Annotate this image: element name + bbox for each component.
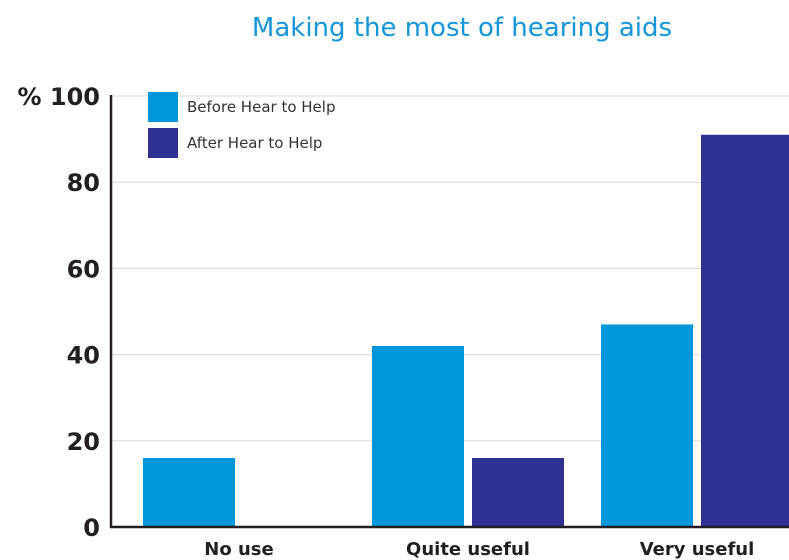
x-tick-label-very-useful: Very useful bbox=[640, 539, 755, 560]
bar-no-use-series-1 bbox=[143, 458, 235, 527]
legend: Before Hear to Help After Hear to Help bbox=[148, 92, 335, 158]
legend-label-2: After Hear to Help bbox=[187, 134, 322, 152]
y-tick-label-80: 80 bbox=[67, 169, 100, 197]
y-tick-label-40: 40 bbox=[67, 342, 100, 370]
y-tick-label-0: 0 bbox=[83, 514, 100, 542]
chart-title: Making the most of hearing aids bbox=[252, 13, 672, 43]
bar-quite-useful-series-1 bbox=[372, 345, 464, 527]
bar-very-useful-series-2 bbox=[701, 134, 789, 528]
x-tick-label-no-use: No use bbox=[204, 539, 273, 560]
y-tick-labels: 0 20 40 60 80 % 100 bbox=[18, 83, 101, 542]
legend-swatch-1 bbox=[148, 92, 178, 122]
bar-quite-useful-series-2 bbox=[472, 458, 564, 527]
legend-swatch-2 bbox=[148, 128, 178, 158]
axes bbox=[109, 95, 789, 529]
legend-label-1: Before Hear to Help bbox=[187, 98, 335, 116]
y-tick-label-20: 20 bbox=[67, 428, 100, 456]
x-tick-labels: No use Quite useful Very useful bbox=[204, 539, 754, 560]
bar-very-useful-series-1 bbox=[601, 324, 693, 527]
x-tick-label-quite-useful: Quite useful bbox=[406, 539, 530, 560]
y-tick-label-100: % 100 bbox=[18, 83, 101, 111]
y-tick-label-60: 60 bbox=[67, 255, 100, 283]
bars bbox=[143, 134, 789, 528]
